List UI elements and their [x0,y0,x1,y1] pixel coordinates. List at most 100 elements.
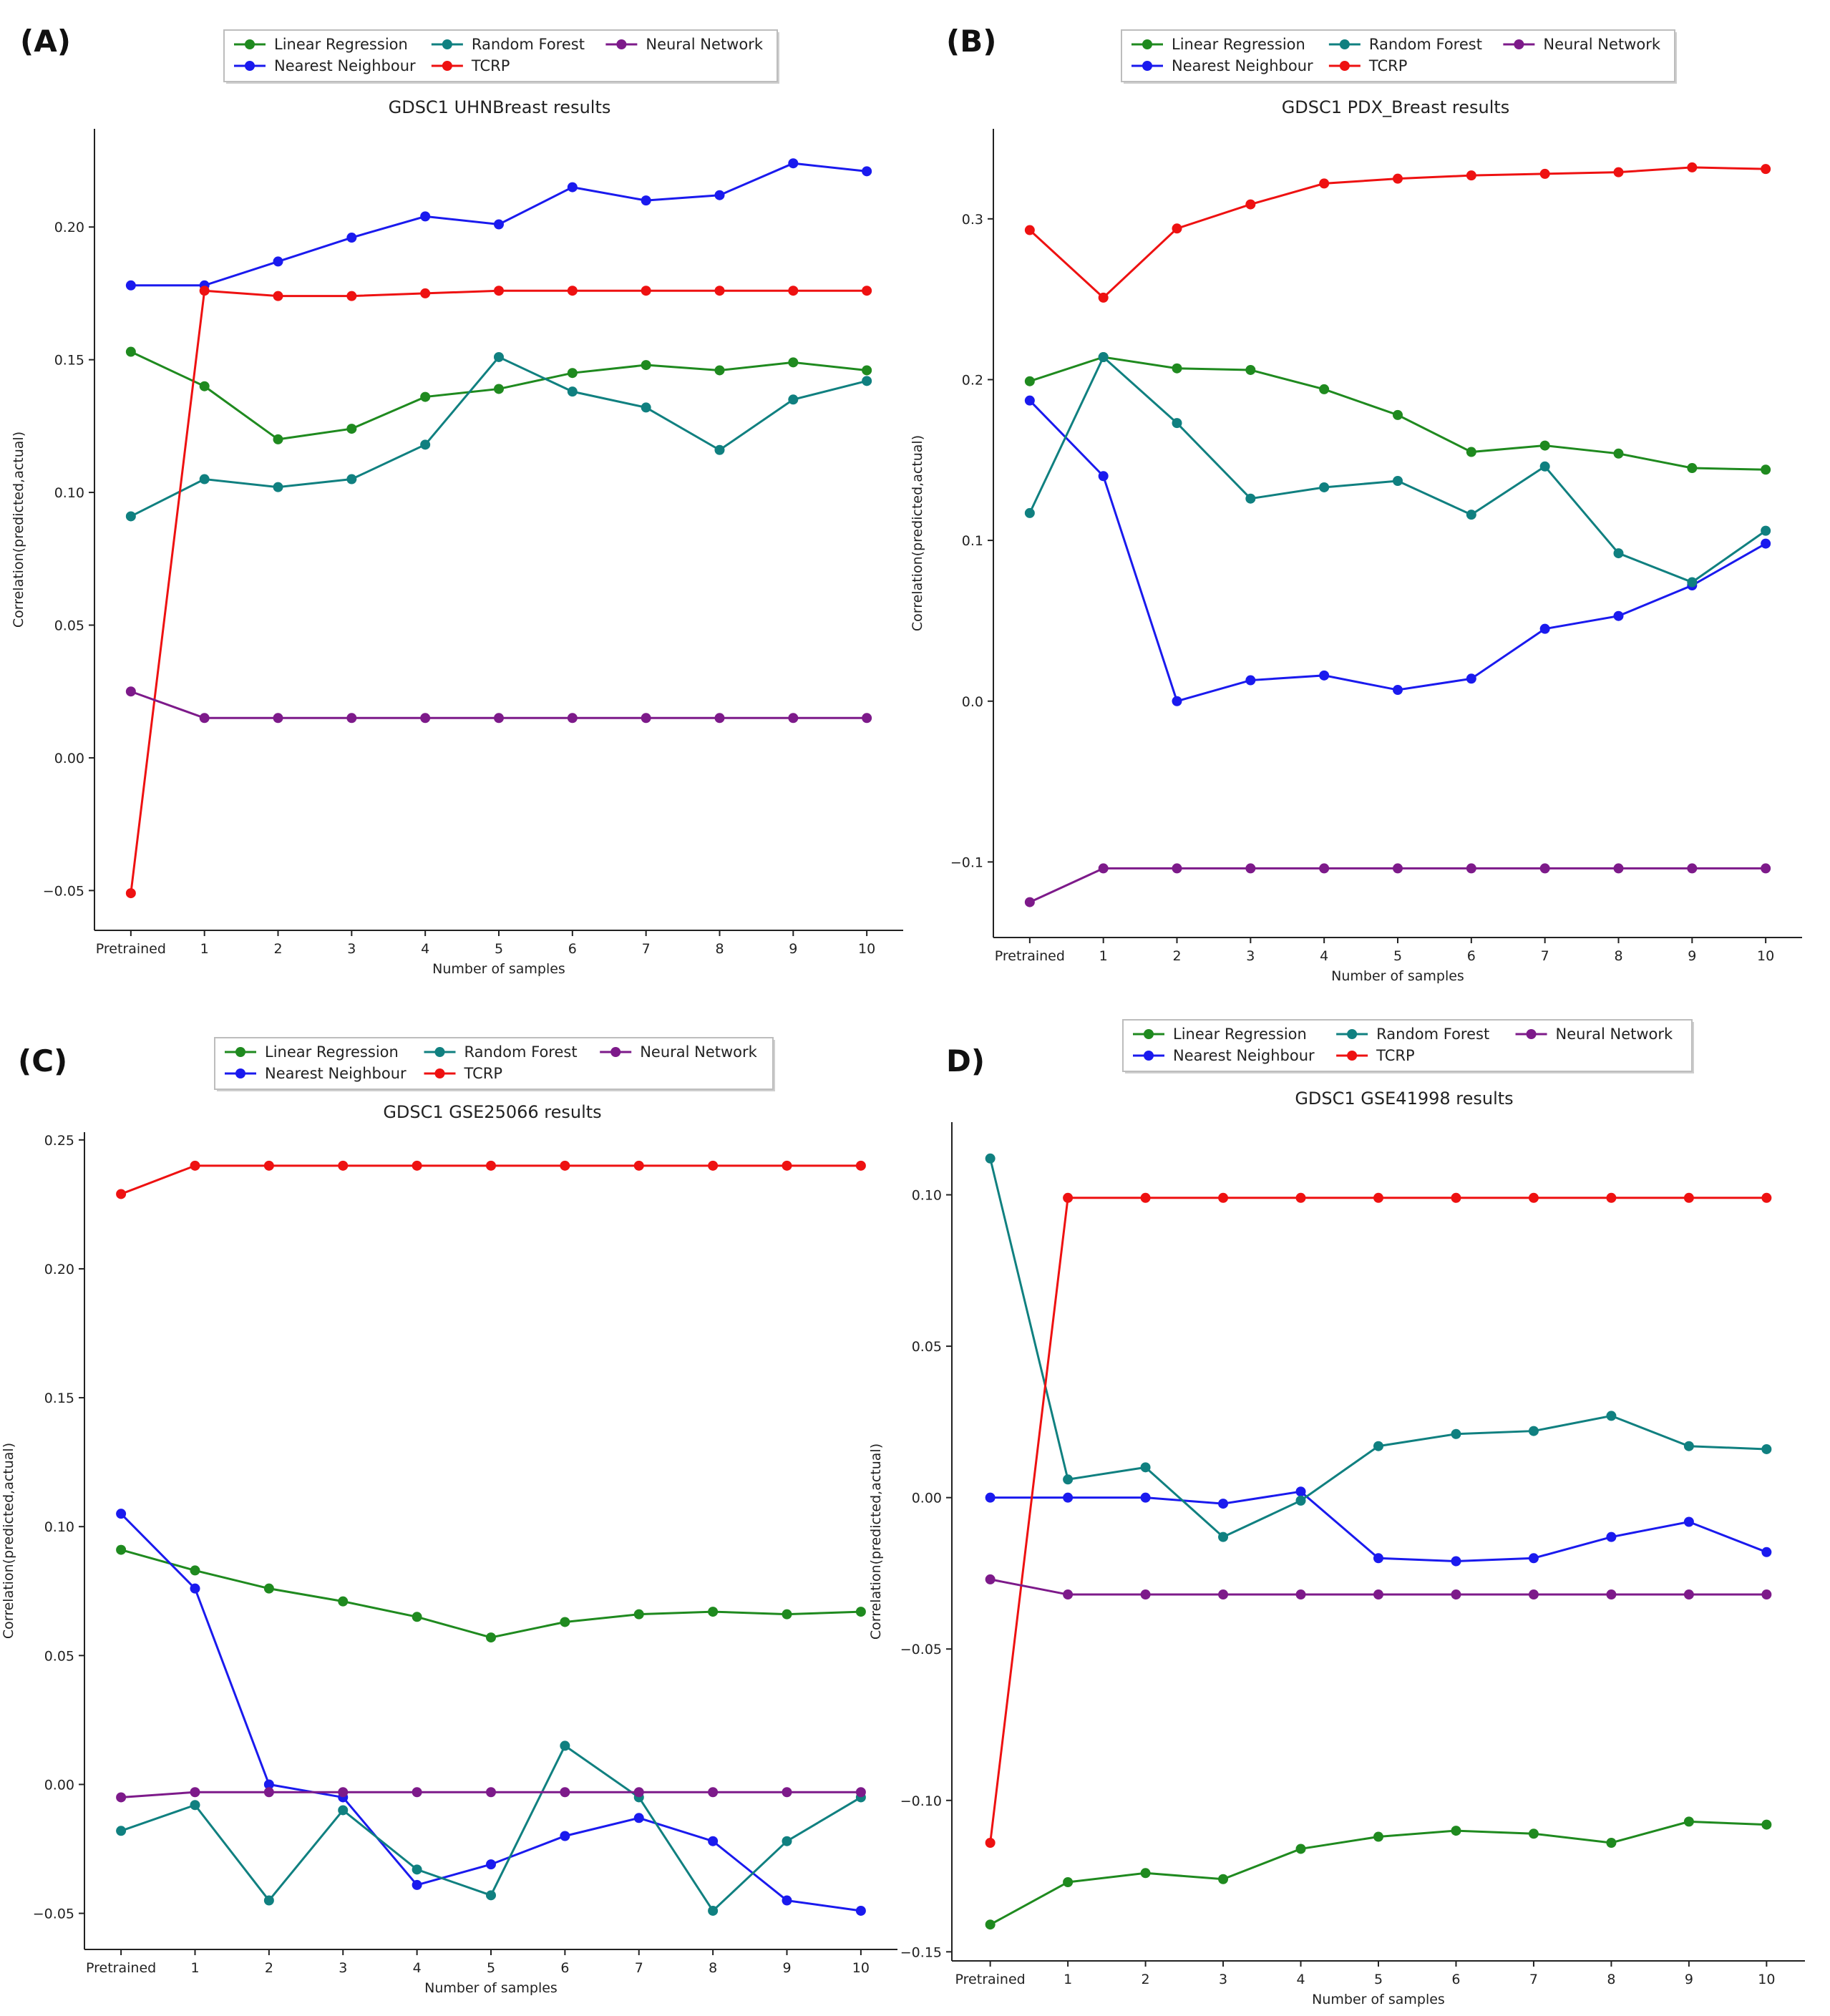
series-line [989,1158,1767,1539]
series-linear-regression [125,346,872,444]
series-line [130,356,867,517]
data-point [1606,1589,1617,1600]
legend-label: Neural Network [640,1043,757,1061]
data-point [782,1836,792,1846]
data-point [1063,1589,1074,1600]
y-tick-label: 0.20 [44,1262,74,1277]
legend-label: TCRP [464,1065,503,1082]
x-tick-label: Pretrained [96,941,166,957]
x-tick-label: 3 [1246,948,1255,964]
x-tick-label: 3 [1219,1972,1227,1987]
x-tick-label: 2 [1142,1972,1150,1987]
series-tcrp [1024,162,1771,303]
data-point [1098,471,1109,482]
data-point [1295,1589,1306,1600]
data-point [1528,1426,1539,1436]
legend-marker [434,1047,445,1057]
data-point [420,391,431,402]
data-point [641,360,651,371]
legend-label: Linear Regression [274,36,408,53]
data-point [567,286,578,296]
x-tick-label: Pretrained [955,1972,1026,1987]
data-point [1373,1831,1383,1842]
data-point [346,713,357,724]
data-point [116,1544,127,1555]
y-tick-label: −0.05 [900,1642,942,1657]
y-tick-label: 0.20 [54,220,84,235]
data-point [1172,863,1182,874]
x-axis-label: Number of samples [1312,1992,1445,2007]
chart-panel-2: (B) GDSC1 PDX_Breast results −0.1 0.0 0.1 0.2… [910,24,1802,984]
data-point [1539,168,1550,179]
x-tick-label: 2 [265,1960,273,1976]
data-point [1319,384,1330,394]
x-tick-label: 1 [200,941,209,957]
data-point [714,365,725,376]
legend-marker [1339,61,1350,71]
data-point [1451,1589,1461,1600]
legend-frame [223,29,778,82]
data-point [1683,1441,1694,1451]
legend-marker [1526,1029,1537,1039]
data-point [486,1160,496,1171]
legend-marker [245,39,255,49]
series-tcrp [125,286,872,899]
y-axis-label: Correlation(predicted,actual) [910,435,925,631]
data-point [1172,223,1182,234]
series-line [1028,355,1767,584]
data-point [1613,863,1624,874]
data-point [1218,1499,1229,1509]
series-tcrp [985,1192,1772,1848]
data-point [560,1160,570,1171]
legend-marker [1347,1051,1358,1061]
data-point [641,713,651,724]
data-point [1218,1192,1229,1203]
legend-marker [235,1068,245,1078]
data-point [1613,548,1624,559]
data-point [116,1509,127,1519]
y-tick-label: 0.05 [54,618,84,634]
data-point [633,1609,644,1620]
data-point [412,1879,422,1890]
y-axis-label: Correlation(predicted,actual) [11,432,26,628]
y-tick-label: 0.2 [962,372,983,388]
chart-title: GDSC1 GSE41998 results [1295,1089,1513,1109]
data-point [412,1612,422,1622]
data-point [1393,475,1403,486]
x-tick-label: Pretrained [995,948,1065,964]
y-tick-label: 0.00 [54,751,84,766]
y-axis-label: Correlation(predicted,actual) [1,1443,16,1639]
data-point [1140,1589,1151,1600]
data-point [1024,376,1035,386]
data-point [494,286,504,296]
data-point [560,1787,570,1798]
legend-marker [1347,1029,1358,1039]
data-point [1373,1553,1383,1564]
data-point [714,444,725,455]
series-neural-network [985,1574,1772,1600]
x-tick-label: 1 [1099,948,1108,964]
series-nearest-neighbour [125,158,872,291]
series-random-forest [125,351,872,522]
y-tick-label: −0.1 [950,854,983,870]
x-tick-label: 7 [635,1960,643,1976]
data-point [633,1160,644,1171]
data-point [862,166,872,177]
legend-marker [245,61,255,71]
data-point [788,394,799,405]
data-point [985,1153,996,1164]
data-point [1539,440,1550,451]
data-point [1024,897,1035,907]
data-point [125,888,136,899]
series-line [989,1197,1767,1844]
data-point [985,1837,996,1848]
data-point [855,1905,866,1916]
legend-label: Neural Network [1556,1026,1673,1043]
y-tick-label: 0.05 [912,1339,942,1355]
legend-marker [1142,61,1152,71]
x-tick-label: 9 [789,941,797,957]
x-tick-label: 7 [642,941,651,957]
series-nearest-neighbour [985,1486,1772,1567]
data-point [788,158,799,169]
data-point [273,256,283,267]
